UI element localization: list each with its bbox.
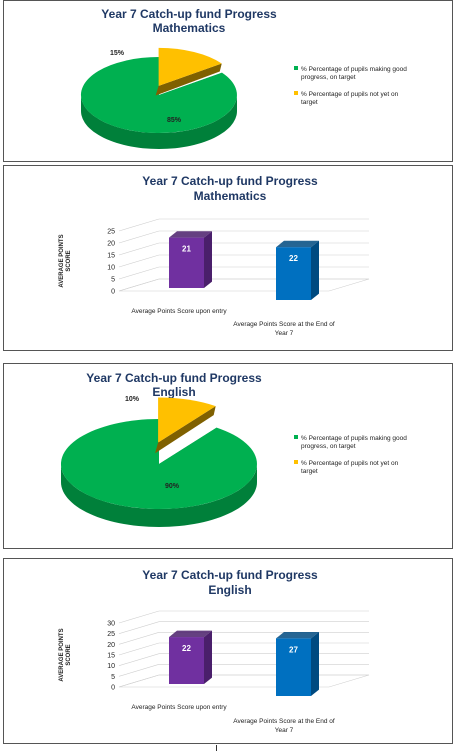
- legend-label-1: % Percentage of pupils making good progre…: [301, 66, 407, 81]
- y-tick-label-30: 30: [107, 621, 115, 628]
- bar-top-2: [276, 240, 319, 248]
- pie-slice-side-85: [81, 95, 237, 149]
- chart-title: Year 7 Catch-up fund Progress: [101, 7, 277, 21]
- pie-slice-wall-10: [155, 406, 216, 454]
- pie-slice-wall-15: [155, 63, 222, 96]
- pie-data-label-15: 15%: [110, 50, 125, 57]
- legend-swatch-1: [294, 435, 298, 439]
- plot-floor: [118, 278, 370, 292]
- english-progress-pie-panel: Year 7 Catch-up fund Progress English 90% 1…: [3, 363, 453, 549]
- bar-value-label-2: 27: [289, 645, 298, 654]
- gridline-side-15: [118, 642, 160, 656]
- chart-title: Year 7 Catch-up fund Progress: [142, 174, 318, 188]
- x-tick-label-1: Average Points Score upon entry: [131, 308, 227, 315]
- bar-2: [276, 638, 311, 696]
- y-tick-label-15: 15: [107, 653, 115, 660]
- gridline-side-10: [118, 254, 160, 268]
- gridline-side-20: [118, 632, 160, 645]
- legend-label-2: % Percentage of pupils not yet on target: [301, 460, 399, 475]
- x-tick-label-2: Average Points Score at the End of Year 7: [233, 321, 335, 337]
- math-points-bar-chart: Year 7 Catch-up fund ProgressMathematics…: [59, 174, 370, 337]
- gridline-side-15: [118, 242, 160, 256]
- chart-subtitle: English: [208, 583, 251, 597]
- plot-floor: [118, 674, 370, 688]
- gridline-side-25: [118, 218, 160, 232]
- y-tick-label-25: 25: [107, 631, 115, 638]
- bar-side-2: [311, 632, 319, 696]
- bar-value-label-1: 22: [182, 644, 191, 653]
- pie-slice-90: [60, 419, 257, 509]
- pie-data-label-10: 10%: [125, 396, 140, 403]
- english-points-bar-panel: Year 7 Catch-up fund Progress English 0 5 10…: [3, 558, 453, 744]
- bar-top-1: [169, 630, 212, 638]
- page-divider-mark: [216, 745, 217, 751]
- bar-1: [169, 637, 204, 684]
- bar-top-1: [169, 231, 212, 238]
- y-tick-label-20: 20: [107, 642, 115, 649]
- y-tick-label-5: 5: [111, 277, 115, 284]
- bar-side-2: [311, 240, 319, 300]
- x-tick-label-1: Average Points Score upon entry: [131, 704, 227, 711]
- legend-swatch-2: [294, 91, 298, 95]
- math-points-bar-panel: Year 7 Catch-up fund Progress Mathematics…: [3, 165, 453, 351]
- chart-subtitle: English: [152, 385, 195, 399]
- pie-slice-85: [80, 56, 237, 133]
- x-tick-label-2: Average Points Score at the End of Year 7: [233, 718, 335, 734]
- chart-subtitle: Mathematics: [194, 189, 267, 203]
- bar-value-label-2: 22: [289, 254, 298, 263]
- y-tick-label-10: 10: [107, 663, 115, 670]
- pie-data-label-90: 90%: [165, 483, 180, 490]
- gridline-side-10: [118, 653, 160, 666]
- y-tick-label-20: 20: [107, 241, 115, 248]
- legend-label-1: % Percentage of pupils making good progre…: [301, 435, 407, 450]
- gridline-side-30: [118, 610, 160, 624]
- y-tick-label-25: 25: [107, 229, 115, 236]
- y-tick-label-5: 5: [111, 674, 115, 681]
- chart-title: Year 7 Catch-up fund Progress: [86, 371, 262, 385]
- bar-value-label-1: 21: [182, 245, 191, 254]
- chart-title: Year 7 Catch-up fund Progress: [142, 568, 318, 582]
- legend-swatch-2: [294, 460, 298, 464]
- legend-label-2: % Percentage of pupils not yet on target: [301, 91, 399, 106]
- math-progress-pie-chart: Year 7 Catch-up fund ProgressMathematics…: [80, 7, 407, 149]
- y-tick-label-0: 0: [111, 289, 115, 296]
- pie-slice-15: [158, 47, 222, 86]
- chart-subtitle: Mathematics: [153, 21, 226, 35]
- y-axis-title: AVERAGE POINTSSCORE: [59, 628, 72, 681]
- bar-side-1: [204, 630, 212, 684]
- pie-slice-side-90: [61, 464, 257, 527]
- y-tick-label-10: 10: [107, 265, 115, 272]
- gridline-side-5: [118, 266, 160, 280]
- bar-2: [276, 247, 311, 300]
- gridline-side-20: [118, 230, 160, 244]
- y-axis-title: AVERAGE POINTSSCORE: [59, 234, 72, 287]
- y-tick-label-15: 15: [107, 253, 115, 260]
- gridline-side-5: [118, 664, 160, 677]
- bar-top-2: [276, 632, 319, 639]
- gridline-side-25: [118, 621, 160, 634]
- bar-1: [169, 237, 204, 288]
- math-progress-pie-panel: Year 7 Catch-up fund Progress Mathematics…: [3, 0, 453, 162]
- pie-slice-10: [158, 397, 216, 443]
- bar-side-1: [204, 231, 212, 288]
- pie-data-label-85: 85%: [167, 117, 182, 124]
- y-tick-label-0: 0: [111, 685, 115, 692]
- legend-swatch-1: [294, 66, 298, 70]
